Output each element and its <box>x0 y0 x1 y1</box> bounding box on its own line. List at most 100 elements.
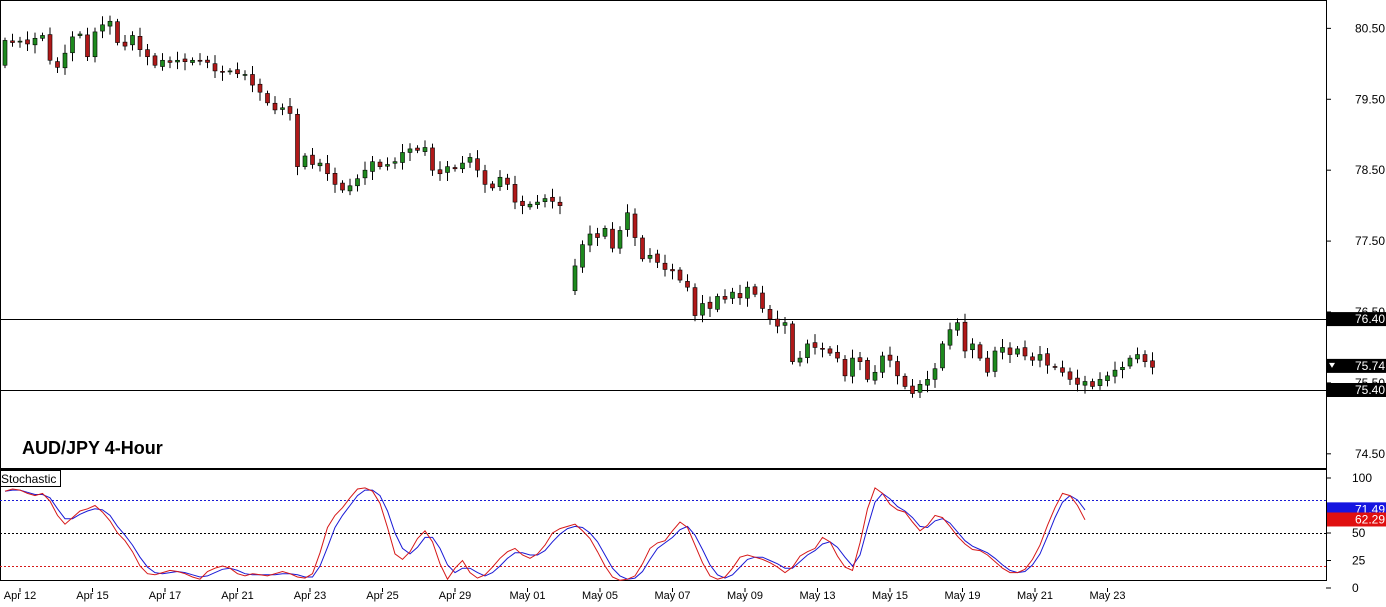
candle-body <box>385 164 390 167</box>
candle <box>1135 347 1140 364</box>
candle-body <box>415 147 420 151</box>
candle <box>1052 363 1058 371</box>
candle <box>107 15 113 35</box>
candle <box>212 55 218 78</box>
stochastic-pane-frame <box>0 469 1327 581</box>
candle <box>542 194 548 208</box>
candle-body <box>1007 347 1013 355</box>
candle <box>752 283 758 298</box>
candle <box>520 195 525 215</box>
candle-body <box>242 74 248 76</box>
candle <box>632 208 638 247</box>
candle-body <box>122 41 128 47</box>
candle <box>1060 360 1065 377</box>
candle <box>737 284 743 305</box>
stochastic-label-box: Stochastic <box>0 470 61 487</box>
candle <box>992 346 998 378</box>
candle-body <box>152 55 158 66</box>
candle-body <box>670 269 675 272</box>
candle <box>257 78 263 101</box>
stochastic-levels <box>0 500 1326 567</box>
candle-body <box>647 254 653 259</box>
candle-body <box>865 360 870 380</box>
date-label: May 15 <box>872 590 908 602</box>
candle <box>1022 340 1028 361</box>
candle <box>527 201 533 210</box>
candle-body <box>1015 348 1020 355</box>
candle-body <box>595 233 600 238</box>
candle-body <box>520 200 525 206</box>
candle-body <box>85 34 90 58</box>
candle <box>1067 367 1073 386</box>
level-tag-bg <box>1327 312 1386 327</box>
candle <box>85 27 90 61</box>
candle <box>707 296 713 317</box>
candle-body <box>617 230 623 249</box>
candle <box>55 57 60 74</box>
candle-body <box>467 157 473 163</box>
candle-body <box>257 83 263 93</box>
candle-body <box>340 182 345 191</box>
candle-body <box>587 233 593 246</box>
candle-body <box>175 59 180 63</box>
candle-body <box>250 74 255 86</box>
candle-body <box>767 309 773 320</box>
candle <box>302 153 308 170</box>
date-label: May 07 <box>654 590 690 602</box>
candle-body <box>1090 381 1095 387</box>
candle-body <box>917 384 923 393</box>
candle-body <box>205 59 210 63</box>
candle <box>347 178 353 196</box>
candle-body <box>505 177 510 185</box>
level-tag: 76.40 <box>1327 312 1386 327</box>
candle <box>332 167 338 193</box>
candle-body <box>1075 377 1080 385</box>
candle <box>917 380 923 398</box>
candle-body <box>160 59 165 67</box>
candle-body <box>130 35 135 46</box>
candle <box>197 53 203 66</box>
candle <box>17 36 23 48</box>
candle <box>445 160 450 181</box>
candle-body <box>355 178 360 187</box>
candle <box>205 55 210 69</box>
current-price-tag-bg <box>1327 358 1386 373</box>
candle-body <box>610 228 615 249</box>
candle-body <box>32 37 38 46</box>
candle-body <box>940 343 945 369</box>
candle <box>790 321 795 365</box>
candle-body <box>790 323 795 362</box>
candle-body <box>910 385 915 394</box>
candle <box>40 32 45 42</box>
candle <box>62 44 68 75</box>
candle-body <box>992 350 998 372</box>
stochastic-tick-label: 25 <box>1352 554 1366 568</box>
candle <box>47 27 53 65</box>
candle-body <box>542 198 548 202</box>
date-label: Apr 17 <box>149 590 181 602</box>
candle-body <box>1097 379 1103 386</box>
candle-body <box>977 344 983 359</box>
candle-body <box>265 93 270 104</box>
candle-body <box>445 166 450 173</box>
candle <box>385 157 390 171</box>
price-tick-label: 78.50 <box>1355 163 1385 177</box>
candle-body <box>752 286 758 295</box>
candle <box>452 164 458 172</box>
candle <box>160 53 165 71</box>
candle <box>310 148 315 169</box>
candle-body <box>895 361 900 377</box>
candle-body <box>760 292 765 309</box>
candle-body <box>1127 357 1133 367</box>
candle-body <box>842 359 848 377</box>
candle <box>1037 346 1043 368</box>
candle-body <box>377 161 383 167</box>
candle <box>730 287 735 305</box>
candle <box>977 341 983 361</box>
stochastic-d-line <box>4 489 1086 580</box>
candle <box>325 155 330 181</box>
candle-body <box>1037 354 1043 361</box>
candle <box>77 31 83 39</box>
candle <box>1150 352 1155 375</box>
